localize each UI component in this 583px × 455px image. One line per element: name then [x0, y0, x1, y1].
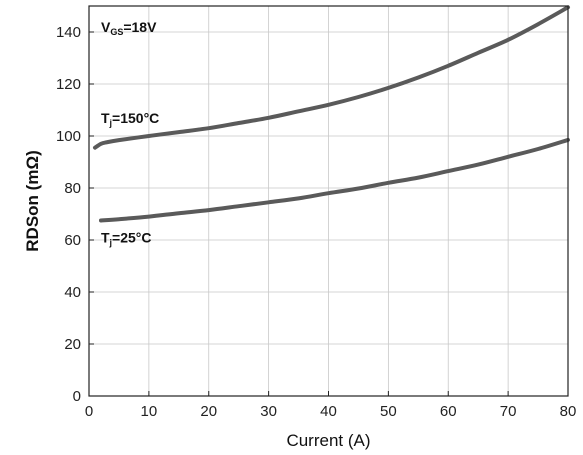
y-tick-label: 40: [64, 284, 81, 301]
y-tick-label: 60: [64, 232, 81, 249]
x-tick-label: 70: [500, 403, 517, 420]
annotation-label: Tj=25°C: [101, 230, 152, 248]
series-line-0: [92, 5, 570, 150]
x-tick-label: 10: [141, 403, 158, 420]
y-tick-label: 20: [64, 336, 81, 353]
x-tick-label: 0: [85, 403, 93, 420]
annotation-label: VGS=18V: [101, 19, 157, 37]
annotation-label: Tj=150°C: [101, 110, 159, 128]
y-axis-title: RDSon (mΩ): [23, 150, 42, 251]
y-tick-label: 140: [56, 24, 81, 41]
x-tick-label: 60: [440, 403, 457, 420]
x-tick-label: 50: [380, 403, 397, 420]
annotations: VGS=18V Tj=150°C Tj=25°C: [101, 19, 159, 248]
ticks: 0 10 20 30 40 50 60 70 80 0 20 40 60 80 100 120 140: [56, 24, 576, 420]
y-tick-label: 0: [73, 388, 81, 405]
y-tick-label: 80: [64, 180, 81, 197]
series-layer: [92, 5, 570, 223]
y-tick-label: 100: [56, 128, 81, 145]
grid: [88, 6, 569, 397]
series-line-1: [98, 137, 570, 223]
x-tick-label: 40: [320, 403, 337, 420]
x-tick-label: 20: [200, 403, 217, 420]
x-tick-label: 80: [560, 403, 577, 420]
x-tick-label: 30: [260, 403, 277, 420]
y-tick-label: 120: [56, 76, 81, 93]
x-axis-title: Current (A): [286, 431, 370, 450]
